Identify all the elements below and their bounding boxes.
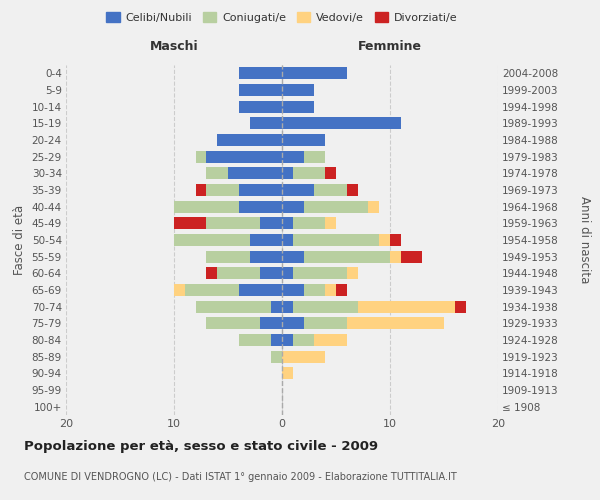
Bar	[304, 250, 390, 262]
Bar	[271, 300, 282, 312]
Bar	[239, 200, 282, 212]
Bar	[282, 168, 293, 179]
Bar	[206, 250, 250, 262]
Bar	[174, 200, 239, 212]
Bar	[260, 268, 282, 280]
Bar	[217, 268, 260, 280]
Bar	[271, 334, 282, 346]
Bar	[358, 300, 455, 312]
Bar	[325, 168, 336, 179]
Bar	[282, 334, 293, 346]
Bar	[239, 334, 271, 346]
Bar	[282, 268, 293, 280]
Bar	[239, 284, 282, 296]
Bar	[304, 200, 368, 212]
Bar	[282, 318, 304, 330]
Bar	[239, 84, 282, 96]
Bar	[206, 318, 260, 330]
Bar	[390, 234, 401, 246]
Bar	[196, 150, 206, 162]
Bar	[217, 134, 282, 146]
Bar	[282, 184, 314, 196]
Bar	[239, 68, 282, 80]
Bar	[206, 150, 282, 162]
Bar	[282, 300, 293, 312]
Bar	[196, 184, 206, 196]
Bar	[293, 218, 325, 230]
Bar	[455, 300, 466, 312]
Bar	[347, 318, 444, 330]
Bar	[174, 234, 250, 246]
Bar	[304, 150, 325, 162]
Bar	[293, 168, 325, 179]
Bar	[282, 84, 314, 96]
Bar	[379, 234, 390, 246]
Bar	[293, 300, 358, 312]
Bar	[185, 284, 239, 296]
Bar	[239, 100, 282, 112]
Bar	[282, 234, 293, 246]
Bar	[282, 150, 304, 162]
Bar	[347, 184, 358, 196]
Bar	[368, 200, 379, 212]
Bar	[282, 350, 325, 362]
Text: COMUNE DI VENDROGNO (LC) - Dati ISTAT 1° gennaio 2009 - Elaborazione TUTTITALIA.: COMUNE DI VENDROGNO (LC) - Dati ISTAT 1°…	[24, 472, 457, 482]
Bar	[347, 268, 358, 280]
Bar	[314, 334, 347, 346]
Bar	[239, 184, 282, 196]
Text: Maschi: Maschi	[149, 40, 199, 54]
Bar	[325, 284, 336, 296]
Bar	[304, 318, 347, 330]
Y-axis label: Fasce di età: Fasce di età	[13, 205, 26, 275]
Bar	[174, 218, 206, 230]
Bar	[325, 218, 336, 230]
Legend: Celibi/Nubili, Coniugati/e, Vedovi/e, Divorziati/e: Celibi/Nubili, Coniugati/e, Vedovi/e, Di…	[102, 8, 462, 28]
Bar	[260, 318, 282, 330]
Bar	[314, 184, 347, 196]
Bar	[250, 250, 282, 262]
Text: Popolazione per età, sesso e stato civile - 2009: Popolazione per età, sesso e stato civil…	[24, 440, 378, 453]
Bar	[282, 250, 304, 262]
Bar	[206, 168, 228, 179]
Bar	[206, 218, 260, 230]
Bar	[390, 250, 401, 262]
Bar	[293, 334, 314, 346]
Bar	[282, 200, 304, 212]
Bar	[228, 168, 282, 179]
Bar	[206, 268, 217, 280]
Bar	[304, 284, 325, 296]
Bar	[271, 350, 282, 362]
Bar	[282, 118, 401, 130]
Bar	[282, 100, 314, 112]
Bar	[206, 184, 239, 196]
Bar	[282, 68, 347, 80]
Y-axis label: Anni di nascita: Anni di nascita	[578, 196, 592, 284]
Bar	[293, 234, 379, 246]
Bar	[250, 234, 282, 246]
Bar	[401, 250, 422, 262]
Bar	[293, 268, 347, 280]
Bar	[282, 284, 304, 296]
Bar	[196, 300, 271, 312]
Text: Femmine: Femmine	[358, 40, 422, 54]
Bar	[250, 118, 282, 130]
Bar	[174, 284, 185, 296]
Bar	[282, 218, 293, 230]
Bar	[282, 134, 325, 146]
Bar	[282, 368, 293, 380]
Bar	[260, 218, 282, 230]
Bar	[336, 284, 347, 296]
